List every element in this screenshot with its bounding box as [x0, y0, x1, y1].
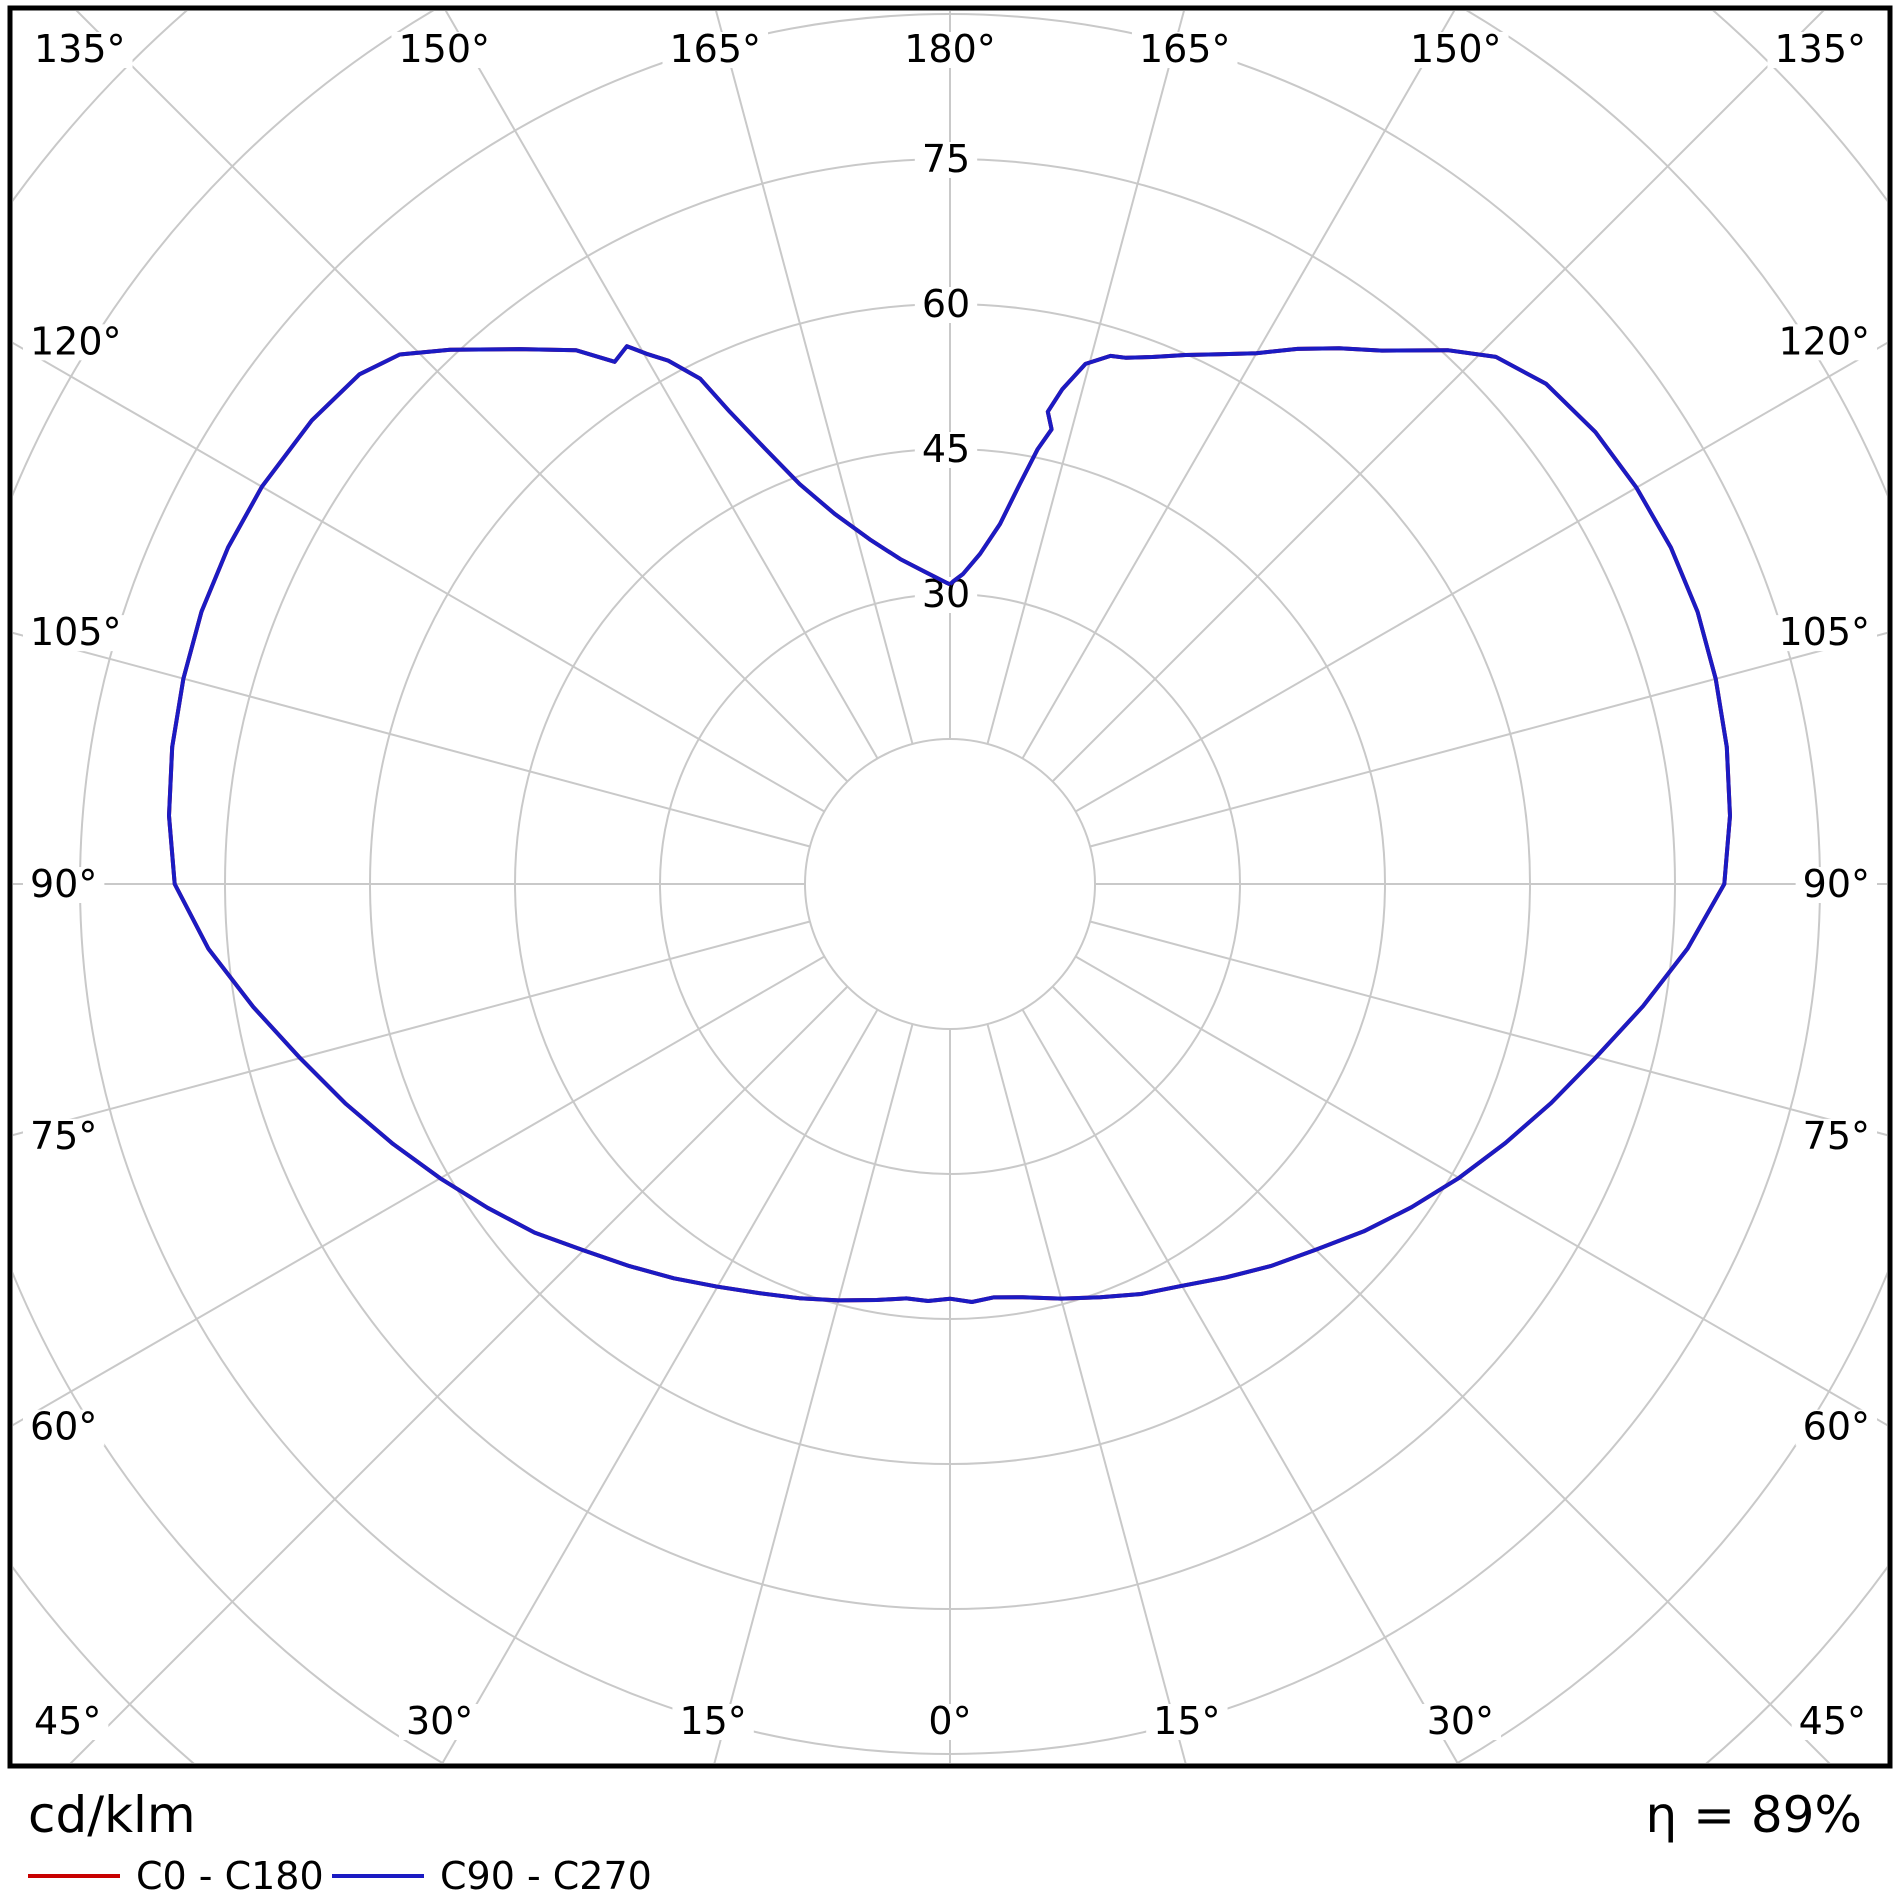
- grid-spoke: [13, 631, 811, 848]
- angle-label: 150°: [398, 27, 490, 71]
- angle-label: 180°: [904, 27, 996, 71]
- label-backdrop: [914, 287, 978, 323]
- angle-label: 15°: [1153, 1699, 1220, 1743]
- label-backdrop: [1402, 32, 1509, 68]
- grid-spoke: [986, 11, 1185, 745]
- label-backdrop: [398, 1704, 481, 1740]
- label-backdrop: [23, 324, 129, 361]
- legend-line-c90-c270: [332, 1874, 424, 1878]
- angle-label: 60°: [30, 1405, 97, 1449]
- grid-spoke: [986, 1023, 1187, 1763]
- label-backdrop: [921, 1704, 979, 1740]
- grid-spoke: [75, 11, 849, 783]
- label-backdrop: [23, 1409, 105, 1446]
- label-backdrop: [391, 32, 498, 68]
- polar-chart-svg: 0° 15° 15° 30° 30° 45° 45° 60° 60° 75° 75° 90° 90° 10…: [7, 5, 1893, 1769]
- unit-label: cd/klm: [28, 1786, 196, 1844]
- legend-line-c0-c180: [28, 1874, 120, 1878]
- label-backdrop: [27, 1704, 109, 1740]
- angle-label: 30°: [406, 1699, 473, 1743]
- label-backdrop: [1419, 1704, 1502, 1740]
- radial-tick-label: 75: [922, 137, 970, 181]
- label-backdrop: [1131, 32, 1238, 68]
- grid-spoke: [1021, 1009, 1459, 1763]
- curve-c90-c270: [167, 344, 1732, 1304]
- angle-label: 75°: [30, 1114, 97, 1158]
- grid-spoke: [1021, 11, 1456, 759]
- grid-spoke: [13, 920, 811, 1137]
- label-backdrop: [897, 32, 1003, 68]
- label-backdrop: [1767, 32, 1873, 68]
- label-backdrop: [23, 867, 105, 903]
- grid-spoke: [69, 985, 849, 1763]
- legend-label-c90-c270: C90 - C270: [440, 1854, 652, 1898]
- polar-grid: [13, 11, 1887, 1763]
- angle-label: 135°: [34, 27, 126, 71]
- angle-label: 120°: [30, 319, 122, 363]
- grid-circle: [804, 738, 1096, 1030]
- label-backdrop: [1771, 615, 1877, 652]
- label-backdrop: [1795, 867, 1877, 903]
- angle-label: 60°: [1803, 1405, 1870, 1449]
- grid-spoke: [1089, 920, 1887, 1137]
- label-backdrop: [914, 142, 978, 178]
- label-backdrop: [1771, 324, 1877, 361]
- efficiency-label: η = 89%: [1645, 1786, 1862, 1844]
- angle-label: 120°: [1778, 319, 1870, 363]
- label-backdrop: [27, 32, 133, 68]
- label-backdrop: [914, 432, 978, 468]
- grid-spoke: [1089, 631, 1887, 848]
- angle-label: 90°: [30, 862, 97, 906]
- angle-label: 135°: [1774, 27, 1866, 71]
- legend-label-c0-c180: C0 - C180: [136, 1854, 324, 1898]
- radial-tick-label: 30: [922, 572, 970, 616]
- grid-spoke: [1075, 955, 1887, 1427]
- grid-spoke: [13, 341, 825, 813]
- grid-spoke: [13, 955, 825, 1427]
- label-backdrop: [23, 615, 129, 652]
- angle-label: 105°: [1778, 610, 1870, 654]
- grid-spoke: [1051, 985, 1831, 1763]
- radial-tick-label: 60: [922, 282, 970, 326]
- label-backdrop: [1795, 1118, 1877, 1155]
- grid-spoke: [441, 1009, 879, 1763]
- label-backdrop: [662, 32, 769, 68]
- grid-spoke: [713, 1023, 914, 1763]
- angle-label: 15°: [679, 1699, 746, 1743]
- label-backdrop: [1791, 1704, 1873, 1740]
- angle-label: 30°: [1427, 1699, 1494, 1743]
- grid-spoke: [1075, 341, 1887, 813]
- angle-label: 45°: [34, 1699, 101, 1743]
- label-backdrop: [23, 1118, 105, 1155]
- plot-border: [7, 5, 1893, 1769]
- label-backdrop: [1795, 1409, 1877, 1446]
- angle-label: 105°: [30, 610, 122, 654]
- angle-label: 165°: [670, 27, 762, 71]
- angle-label: 45°: [1799, 1699, 1866, 1743]
- angle-label: 165°: [1139, 27, 1231, 71]
- angle-label: 150°: [1410, 27, 1502, 71]
- grid-spoke: [715, 11, 914, 745]
- angle-label: 75°: [1803, 1114, 1870, 1158]
- legend-item-c0-c180: C0 - C180: [28, 1854, 324, 1898]
- grid-spoke: [444, 11, 879, 759]
- axis-labels: 0° 15° 15° 30° 30° 45° 45° 60° 60° 75° 75° 90° 90° 10…: [23, 27, 1877, 1743]
- angle-label: 90°: [1803, 862, 1870, 906]
- angle-label: 0°: [928, 1699, 971, 1743]
- label-backdrop: [672, 1704, 754, 1740]
- label-backdrop: [1146, 1704, 1228, 1740]
- radial-tick-label: 45: [922, 427, 970, 471]
- legend-item-c90-c270: C90 - C270: [332, 1854, 652, 1898]
